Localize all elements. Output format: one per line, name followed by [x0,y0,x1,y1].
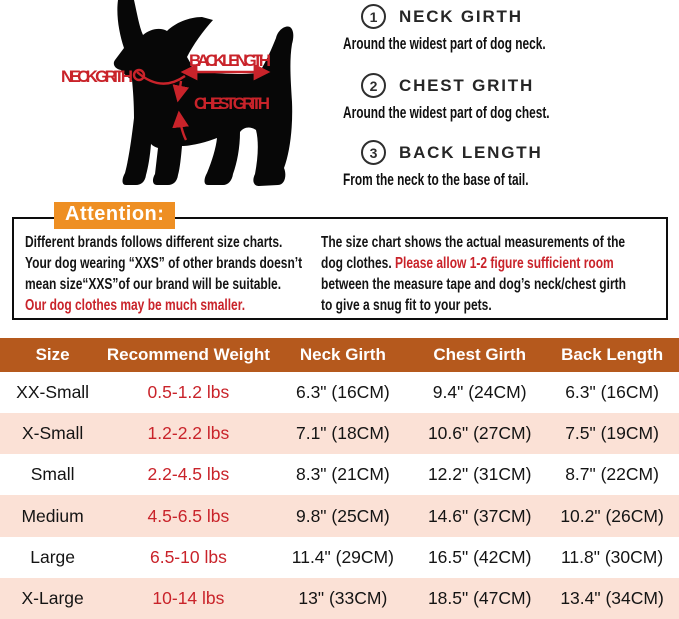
guide-heading: 1 NECK GIRTH [343,4,679,29]
guide-heading: 2 CHEST GRITH [343,73,679,98]
circled-number-2-icon: 2 [361,73,386,98]
cell-neck-girth: 8.3" (21CM) [295,464,390,485]
cell-size: X-Large [0,577,106,619]
cell-back-length: 13.4" (34CM) [545,577,679,619]
cell-weight: 4.5-6.5 lbs [105,495,272,537]
cell-back-length: 8.7" (22CM) [565,464,659,485]
cell-chest-girth: 14.6" (37CM) [414,495,546,537]
circled-number-3-icon: 3 [361,140,386,165]
attention-line: between the measure tape and dog’s neck/… [321,276,626,293]
guide-item-back-length: 3 BACK LENGTH From the neck to the base … [343,140,679,190]
attention-box: Attention: Different brands follows diff… [12,202,668,320]
guide-title: NECK GIRTH [399,6,523,26]
chest-girth-arrow-up [172,110,189,141]
attention-line: Different brands follows different size … [25,234,283,251]
cell-back-length: 10.2" (26CM) [545,495,679,537]
attention-line: Your dog wearing “XXS” of other brands d… [25,255,303,272]
guide-description: From the neck to the base of tail. [343,171,529,189]
cell-size: X-Small [0,413,106,455]
cell-weight: 2.2-4.5 lbs [147,464,230,485]
column-header-back-length: Back Length [545,338,679,372]
column-header-recommend-weight: Recommend Weight [105,338,272,372]
cell-neck-girth: 13" (33CM) [271,577,415,619]
cell-chest-girth: 9.4" (24CM) [432,382,527,403]
column-header-neck-girth: Neck Girth [271,338,415,372]
cell-neck-girth: 9.8" (25CM) [271,495,415,537]
attention-line: to give a snug fit to your pets. [321,297,492,314]
cell-weight: 0.5-1.2 lbs [147,382,230,403]
cell-size: Medium [0,495,106,537]
dog-silhouette-svg: NECK GRITH BACK LENGTH CHEST GRITH [61,0,294,186]
cell-weight: 1.2-2.2 lbs [105,413,272,455]
cell-weight: 6.5-10 lbs [149,546,227,567]
cell-size: Small [30,464,75,485]
chest-girth-label: CHEST GRITH [194,94,270,113]
neck-girth-label: NECK GRITH [61,67,133,86]
attention-line-segment: dog clothes. [321,255,396,272]
guide-title: BACK LENGTH [399,142,543,162]
attention-text-left: Different brands follows different size … [25,232,325,316]
column-header-chest-girth: Chest Girth [414,338,546,372]
neck-point-marker [132,68,146,82]
dog-measuring-diagram: NECK GRITH BACK LENGTH CHEST GRITH [0,0,340,200]
cell-neck-girth: 7.1" (18CM) [271,413,415,455]
cell-chest-girth: 12.2" (31CM) [427,464,532,485]
dog-silhouette [113,0,294,186]
cell-back-length: 11.8" (30CM) [560,546,664,567]
attention-text-right: The size chart shows the actual measurem… [321,232,661,316]
measurement-annotations [132,63,271,141]
cell-chest-girth: 16.5" (42CM) [427,546,532,567]
back-length-label: BACK LENGTH [189,51,271,70]
cell-weight: 10-14 lbs [105,577,272,619]
guide-description: Around the widest part of dog neck. [343,35,546,53]
attention-line: dog clothes. Please allow 1-2 figure suf… [321,253,663,274]
cell-size: Large [30,546,75,567]
guide-description: Around the widest part of dog chest. [343,104,550,122]
circled-number-1-icon: 1 [361,4,386,29]
guide-title: CHEST GRITH [399,75,535,95]
attention-line-warning: Our dog clothes may be much smaller. [25,297,246,314]
column-header-size: Size [0,338,106,372]
attention-label: Attention: [54,202,176,229]
cell-back-length: 7.5" (19CM) [545,413,679,455]
guide-item-neck-girth: 1 NECK GIRTH Around the widest part of d… [343,4,679,54]
guide-item-chest-girth: 2 CHEST GRITH Around the widest part of … [343,73,679,123]
cell-neck-girth: 11.4" (29CM) [291,546,394,567]
cell-chest-girth: 10.6" (27CM) [414,413,546,455]
cell-size: XX-Small [16,382,90,403]
cell-back-length: 6.3" (16CM) [565,382,659,403]
cell-neck-girth: 6.3" (16CM) [295,382,390,403]
attention-line-warning: Please allow 1-2 figure sufficient room [395,255,614,272]
measuring-guide: 1 NECK GIRTH Around the widest part of d… [343,0,679,200]
attention-line: mean size“XXS”of our brand will be suita… [25,276,282,293]
attention-line: The size chart shows the actual measurem… [321,234,626,251]
size-chart-table: Size Recommend Weight Neck Girth Chest G… [0,338,679,619]
guide-heading: 3 BACK LENGTH [343,140,679,165]
chest-girth-arrow-down [172,80,190,103]
cell-chest-girth: 18.5" (47CM) [414,577,546,619]
